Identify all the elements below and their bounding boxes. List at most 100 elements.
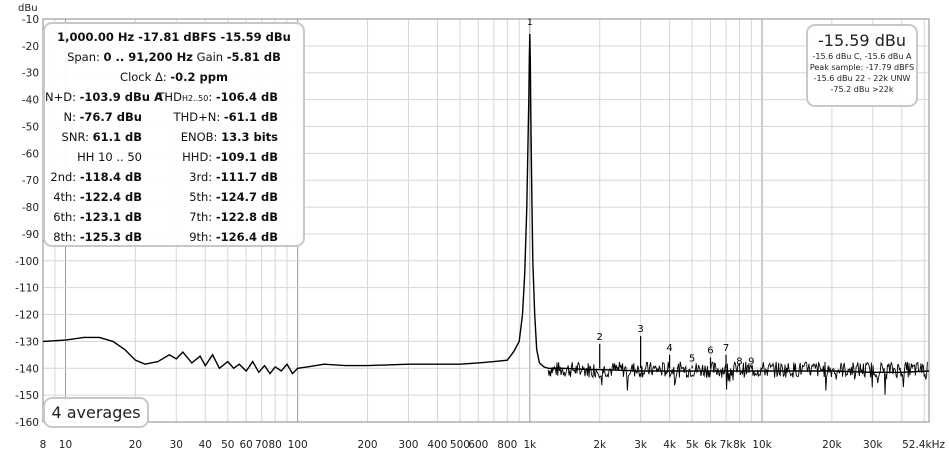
stat-right: ENOB: 13.3 bits xyxy=(180,130,278,144)
measurement-panel[interactable]: 1,000.00 Hz -17.81 dBFS -15.59 dBu Span:… xyxy=(43,22,305,247)
level-detail-line: -75.2 dBu >22k xyxy=(830,85,894,94)
harmonic-label: 8 xyxy=(736,356,742,367)
level-detail-line: -15.6 dBu 22 - 22k UNW xyxy=(813,74,911,83)
clock-label: Clock Δ: xyxy=(120,70,171,84)
y-tick-label: -90 xyxy=(22,229,39,241)
x-tick-label: 4k xyxy=(663,439,677,451)
x-tick-label: 300 xyxy=(398,439,418,451)
x-tick-label: 7k xyxy=(720,439,734,451)
x-tick-label: 40 xyxy=(199,439,212,451)
stat-right: 7th: -122.8 dB xyxy=(189,210,278,224)
y-axis-label: dBu xyxy=(18,3,38,14)
x-tick-label: 20 xyxy=(129,439,142,451)
span-gain-row: Span: 0 .. 91,200 Hz Gain -5.81 dB xyxy=(45,47,303,67)
x-tick-label: 10 xyxy=(59,439,72,451)
stat-left: 6th: -123.1 dB xyxy=(53,210,142,224)
harmonic-label: 9 xyxy=(748,356,754,367)
stat-right: HHD: -109.1 dB xyxy=(182,150,278,164)
y-tick-label: -160 xyxy=(15,417,39,429)
frequency-level-readout: 1,000.00 Hz -17.81 dBFS -15.59 dBu xyxy=(57,30,291,44)
level-detail-line: Peak sample: -17.79 dBFS xyxy=(809,63,915,72)
stats-row: 4th: -122.4 dB 5th: -124.7 dB xyxy=(45,187,303,207)
x-tick-label: 5k xyxy=(686,439,700,451)
clock-value: -0.2 ppm xyxy=(170,70,228,84)
x-tick-label: 1k xyxy=(523,439,537,451)
y-tick-label: -80 xyxy=(22,202,39,214)
stat-right: 3rd: -111.7 dB xyxy=(189,170,278,184)
harmonic-label: 2 xyxy=(597,332,603,343)
x-tick-label: 6k xyxy=(704,439,718,451)
x-tick-label: 600 xyxy=(468,439,488,451)
x-tick-label: 30k xyxy=(863,439,883,451)
x-tick-label: 800 xyxy=(497,439,517,451)
x-tick-label: 500 xyxy=(450,439,470,451)
stats-row: N+D: -103.9 dBu A THDH2..50: -106.4 dB xyxy=(45,87,303,107)
x-tick-label: 52.4kHz xyxy=(902,439,945,451)
stat-left: 4th: -122.4 dB xyxy=(53,190,142,204)
x-tick-label: 8 xyxy=(40,439,47,451)
harmonic-label: 4 xyxy=(666,343,672,354)
x-tick-label: 30 xyxy=(170,439,183,451)
x-tick-label: 200 xyxy=(358,439,378,451)
span-label: Span: xyxy=(67,50,104,64)
x-tick-label: 50 xyxy=(221,439,234,451)
stat-right: 5th: -124.7 dB xyxy=(189,190,278,204)
y-tick-label: -120 xyxy=(15,310,39,322)
stats-header-row: 1,000.00 Hz -17.81 dBFS -15.59 dBu xyxy=(45,27,303,47)
y-tick-label: -20 xyxy=(22,41,39,53)
x-tick-label: 70 xyxy=(255,439,268,451)
gain-label: Gain xyxy=(193,50,227,64)
noise-floor-trace xyxy=(547,361,928,395)
averages-badge[interactable]: 4 averages xyxy=(43,397,149,428)
level-panel[interactable]: -15.59 dBu -15.6 dBu C, -15.6 dBu A Peak … xyxy=(806,24,918,107)
x-tick-label: 20k xyxy=(822,439,842,451)
y-tick-label: -140 xyxy=(15,363,39,375)
y-axis-ticks: -10 -20 -30 -40 -50 -60 -70 -80 -90 -100 -110 -120 -… xyxy=(15,14,39,429)
spectrum-trace xyxy=(42,33,930,375)
y-tick-label: -70 xyxy=(22,175,39,187)
x-tick-label: 8k xyxy=(733,439,747,451)
y-tick-label: -130 xyxy=(15,336,39,348)
level-detail-line: -15.6 dBu C, -15.6 dBu A xyxy=(812,52,912,61)
x-tick-label: 2k xyxy=(593,439,607,451)
stat-right: THD+N: -61.1 dB xyxy=(173,110,278,124)
y-tick-label: -100 xyxy=(15,256,39,268)
stat-left: HH 10 .. 50 xyxy=(77,150,142,164)
y-tick-label: -40 xyxy=(22,95,39,107)
y-tick-label: -50 xyxy=(22,121,39,133)
x-tick-label: 80 xyxy=(268,439,281,451)
stats-row: 2nd: -118.4 dB 3rd: -111.7 dB xyxy=(45,167,303,187)
stat-left: SNR: 61.1 dB xyxy=(61,130,142,144)
fundamental-marker: 1 xyxy=(527,18,533,28)
stat-left: N+D: -103.9 dBu A xyxy=(45,90,163,104)
harmonic-label: 7 xyxy=(723,343,729,354)
y-tick-label: -10 xyxy=(22,14,39,26)
stats-row: HH 10 .. 50 HHD: -109.1 dB xyxy=(45,147,303,167)
stat-right: THDH2..50: -106.4 dB xyxy=(157,90,278,104)
stats-row: SNR: 61.1 dB ENOB: 13.3 bits xyxy=(45,127,303,147)
x-tick-label: 400 xyxy=(427,439,447,451)
x-tick-label: 3k xyxy=(634,439,648,451)
stats-row: 8th: -125.3 dB 9th: -126.4 dB xyxy=(45,227,303,247)
x-tick-label: 10k xyxy=(752,439,772,451)
stat-right: 9th: -126.4 dB xyxy=(189,230,278,244)
x-tick-label: 60 xyxy=(239,439,252,451)
stats-row: N: -76.7 dBu THD+N: -61.1 dB xyxy=(45,107,303,127)
stat-left: 2nd: -118.4 dB xyxy=(50,170,142,184)
level-details: -15.6 dBu C, -15.6 dBu A Peak sample: -17… xyxy=(808,51,916,95)
clock-row: Clock Δ: -0.2 ppm xyxy=(45,67,303,87)
harmonic-markers: 2 3 4 5 6 78 9 1 xyxy=(527,18,755,369)
harmonic-label: 3 xyxy=(637,324,643,335)
stat-left: 8th: -125.3 dB xyxy=(53,230,142,244)
harmonic-label: 6 xyxy=(707,346,713,357)
span-value: 0 .. 91,200 Hz xyxy=(103,50,193,64)
x-tick-label: 100 xyxy=(288,439,308,451)
harmonic-label: 5 xyxy=(689,354,695,365)
y-tick-label: -30 xyxy=(22,68,39,80)
level-value: -15.59 dBu xyxy=(818,31,906,50)
gain-value: -5.81 dB xyxy=(226,50,281,64)
y-tick-label: -110 xyxy=(15,283,39,295)
stats-row: 6th: -123.1 dB 7th: -122.8 dB xyxy=(45,207,303,227)
y-tick-label: -60 xyxy=(22,148,39,160)
